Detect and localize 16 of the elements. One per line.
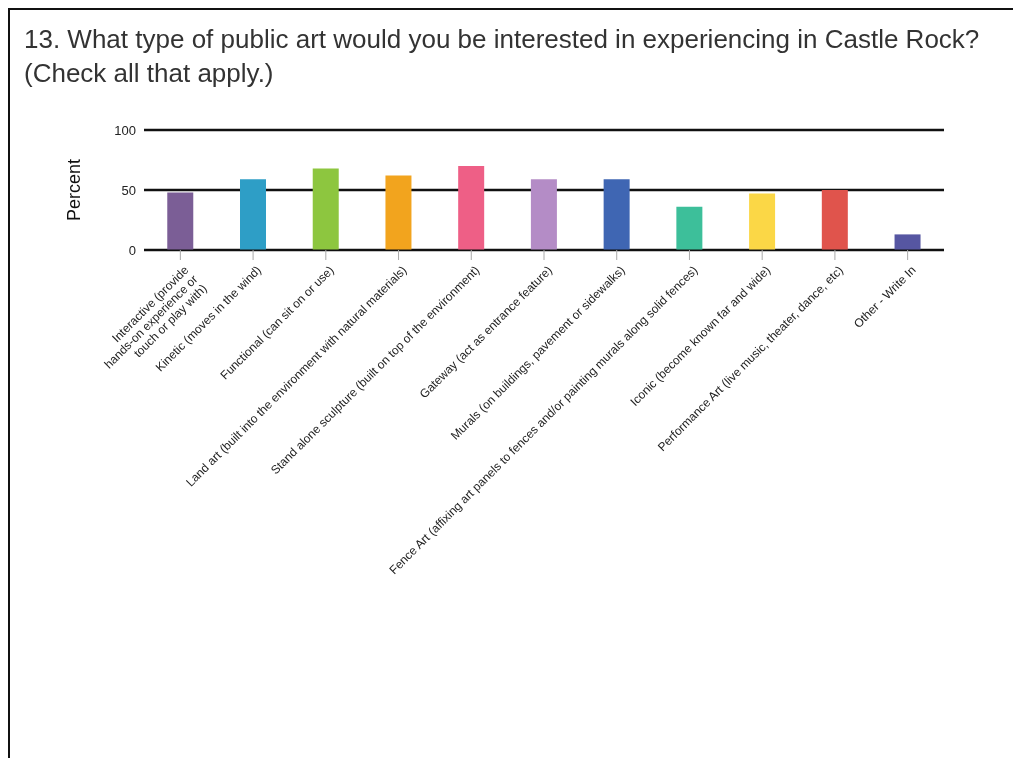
y-tick-label: 100	[114, 122, 136, 138]
y-axis-title: Percent	[64, 158, 85, 222]
bar	[240, 179, 266, 250]
bar	[894, 234, 921, 250]
bar	[676, 206, 703, 250]
bar	[749, 193, 776, 250]
y-tick-label: 50	[121, 182, 136, 198]
bar	[167, 192, 194, 250]
bar	[603, 179, 630, 250]
y-tick-label: 0	[128, 242, 136, 258]
bar	[312, 168, 339, 250]
bar	[385, 175, 412, 250]
bar	[458, 166, 485, 250]
bar	[821, 190, 848, 250]
bar	[530, 179, 557, 250]
chart-title: 13. What type of public art would you be interested in experiencing in Castle Rock? (Check all that apply.)	[24, 23, 981, 90]
